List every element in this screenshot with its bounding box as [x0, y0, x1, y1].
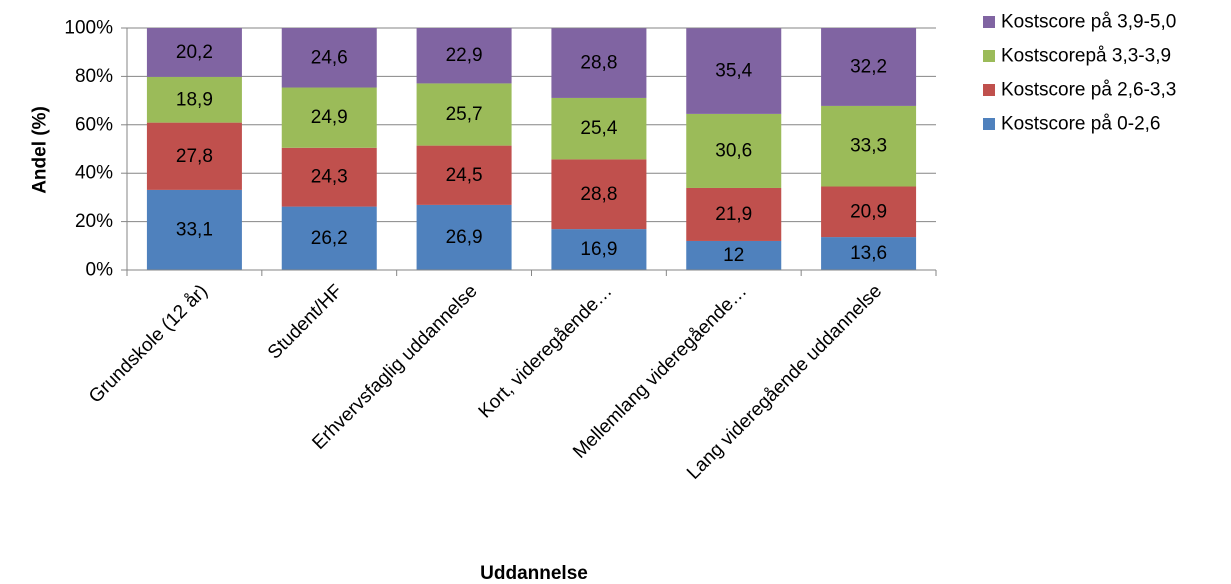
bar-segment — [281, 147, 377, 207]
bar-segment — [821, 105, 917, 187]
data-label: 20,2 — [176, 42, 213, 63]
data-label: 25,4 — [580, 118, 617, 139]
bar-segment — [551, 229, 647, 270]
data-label: 24,5 — [446, 165, 483, 186]
data-label: 28,8 — [580, 184, 617, 205]
data-label: 25,7 — [446, 104, 483, 125]
x-axis-title: Uddannelse — [480, 563, 588, 584]
y-tick-label: 0% — [86, 260, 114, 281]
bar-segment — [416, 83, 512, 146]
data-labels: 33,1 27,8 18,9 20,2 26,2 24,3 24,9 24,6 26,9 24,5… — [176, 42, 887, 266]
y-tick-label: 80% — [75, 66, 113, 87]
bar-segment — [686, 28, 782, 114]
legend: Kostscore på 3,9-5,0 Kostscorepå 3,3-3,9 K… — [983, 12, 1176, 135]
data-label: 35,4 — [715, 61, 752, 82]
bar-segment — [146, 122, 242, 190]
bar-segment — [821, 28, 917, 106]
bar-segment — [686, 113, 782, 188]
gridlines — [127, 27, 936, 223]
data-label: 33,3 — [850, 136, 887, 157]
data-label: 24,3 — [311, 167, 348, 188]
data-label: 13,6 — [850, 243, 887, 264]
x-tick-label: Student/HF — [264, 281, 347, 364]
bar-segment — [146, 189, 242, 270]
category-labels: Grundskole (12 år) Student/HFErhvervsfagl… — [85, 281, 886, 484]
bar-segment — [821, 237, 917, 270]
legend-swatch — [983, 84, 995, 96]
data-label: 24,9 — [311, 107, 348, 128]
y-axis-ticks: 0% 20% 40% 60% 80% 100% — [64, 18, 127, 281]
data-label: 12 — [723, 245, 744, 266]
legend-label: Kostscorepå 3,3-3,9 — [1001, 46, 1171, 67]
bar-segment — [281, 206, 377, 270]
data-label: 21,9 — [715, 204, 752, 225]
data-label: 28,8 — [580, 53, 617, 74]
x-tick-label: Kort, videregående… — [475, 281, 617, 423]
data-label: 33,1 — [176, 219, 213, 240]
bar-segment — [416, 145, 512, 205]
legend-swatch — [983, 16, 995, 28]
bar-segment — [551, 159, 647, 230]
legend-swatch — [983, 118, 995, 130]
legend-label: Kostscore på 3,9-5,0 — [1001, 12, 1176, 33]
bar-segment — [146, 76, 242, 123]
bars — [146, 28, 917, 270]
data-label: 20,9 — [850, 201, 887, 222]
bar-segment — [551, 28, 647, 98]
data-label: 16,9 — [580, 239, 617, 260]
x-tick-label: Grundskole (12 år) — [85, 281, 212, 408]
y-tick-label: 60% — [75, 114, 113, 135]
data-label: 30,6 — [715, 140, 752, 161]
bar-segment — [551, 97, 647, 160]
y-tick-label: 100% — [64, 18, 113, 39]
data-label: 22,9 — [446, 45, 483, 66]
bar-segment — [686, 240, 782, 270]
data-label: 32,2 — [850, 56, 887, 77]
bar-segment — [821, 186, 917, 238]
legend-swatch — [983, 50, 995, 62]
axes — [126, 28, 937, 276]
data-label: 18,9 — [176, 89, 213, 110]
bar-segment — [281, 28, 377, 88]
bar-segment — [281, 87, 377, 148]
data-label: 27,8 — [176, 146, 213, 167]
legend-label: Kostscore på 0-2,6 — [1001, 114, 1160, 135]
bar-segment — [416, 204, 512, 270]
y-tick-label: 20% — [75, 211, 113, 232]
legend-label: Kostscore på 2,6-3,3 — [1001, 80, 1176, 101]
bar-segment — [146, 28, 242, 77]
y-axis-title: Andel (%) — [30, 106, 51, 194]
data-label: 26,9 — [446, 227, 483, 248]
bar-segment — [686, 187, 782, 241]
y-tick-label: 40% — [75, 163, 113, 184]
data-label: 24,6 — [311, 47, 348, 68]
data-label: 26,2 — [311, 228, 348, 249]
bar-segment — [416, 28, 512, 84]
